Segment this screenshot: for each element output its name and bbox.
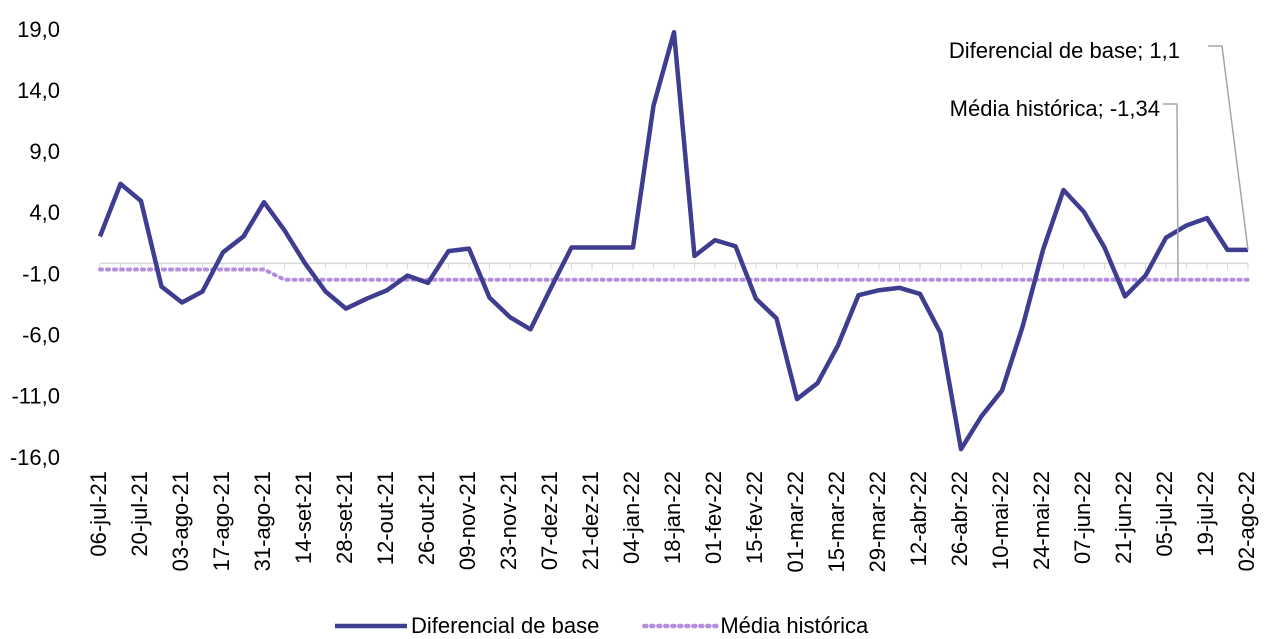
leader-line (1163, 103, 1179, 278)
series-line (98, 267, 1250, 282)
x-tick-label: 21-jun-22 (1111, 471, 1136, 564)
x-tick-label: 21-dez-21 (578, 471, 603, 570)
x-tick-label: 03-ago-21 (168, 471, 193, 571)
x-tick-label: 26-abr-22 (947, 471, 972, 566)
y-tick-label: -6,0 (22, 323, 60, 348)
y-tick-label: 9,0 (29, 139, 60, 164)
x-tick-label: 20-jul-21 (127, 471, 152, 557)
y-tick-label: 14,0 (17, 78, 60, 103)
data-label: Diferencial de base; 1,1 (949, 38, 1180, 63)
x-tick-label: 31-ago-21 (250, 471, 275, 571)
x-tick-label: 04-jan-22 (619, 471, 644, 564)
x-tick-label: 12-out-21 (373, 471, 398, 565)
x-tick-label: 07-dez-21 (537, 471, 562, 570)
legend-label: Diferencial de base (411, 613, 599, 638)
legend-label: Média histórica (720, 613, 869, 638)
x-tick-label: 18-jan-22 (660, 471, 685, 564)
x-tick-label: 01-mar-22 (783, 471, 808, 572)
x-tick-label: 19-jul-22 (1193, 471, 1218, 557)
y-tick-label: -16,0 (10, 445, 60, 470)
x-tick-label: 05-jul-22 (1152, 471, 1177, 557)
x-tick-label: 02-ago-22 (1234, 471, 1259, 571)
x-tick-label: 29-mar-22 (865, 471, 890, 572)
x-tick-label: 14-set-21 (291, 471, 316, 564)
x-tick-label: 07-jun-22 (1070, 471, 1095, 564)
x-tick-label: 01-fev-22 (701, 471, 726, 564)
y-tick-label: 4,0 (29, 200, 60, 225)
y-tick-label: 19,0 (17, 17, 60, 42)
x-tick-label: 26-out-21 (414, 471, 439, 565)
y-tick-label: -1,0 (22, 261, 60, 286)
x-tick-label: 09-nov-21 (455, 471, 480, 570)
x-tick-label: 06-jul-21 (86, 471, 111, 557)
y-tick-label: -11,0 (11, 384, 60, 409)
series-line (97, 29, 1248, 452)
data-label: Média histórica; -1,34 (950, 96, 1160, 121)
x-tick-label: 23-nov-21 (496, 471, 521, 570)
x-tick-label: 12-abr-22 (906, 471, 931, 566)
x-tick-label: 17-ago-21 (209, 471, 234, 571)
x-tick-label: 28-set-21 (332, 471, 357, 564)
x-tick-label: 10-mai-22 (988, 471, 1013, 570)
x-tick-label: 15-fev-22 (742, 471, 767, 564)
x-tick-label: 15-mar-22 (824, 471, 849, 572)
leader-line (1208, 45, 1249, 250)
x-tick-label: 24-mai-22 (1029, 471, 1054, 570)
